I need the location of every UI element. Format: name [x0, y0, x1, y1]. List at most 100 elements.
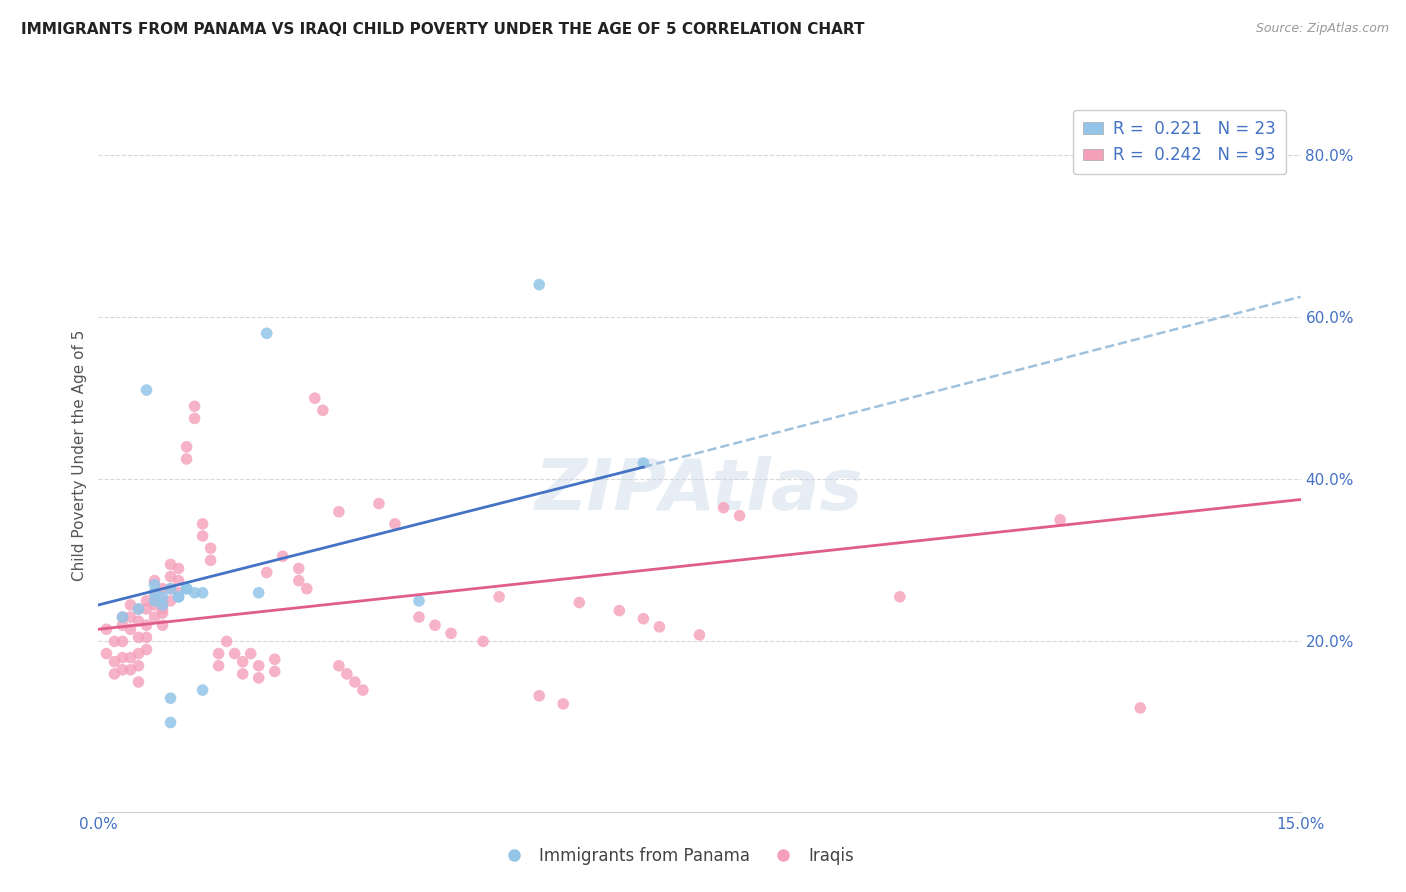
Point [128, 647, 150, 661]
Point [553, 697, 575, 711]
Point [256, 326, 278, 341]
Point [633, 612, 655, 626]
Point [111, 610, 134, 624]
Point [239, 647, 262, 661]
Point [200, 553, 222, 567]
Point [247, 658, 270, 673]
Point [143, 594, 166, 608]
Point [232, 666, 254, 681]
Point [256, 566, 278, 580]
Point [1129, 701, 1152, 715]
Point [488, 590, 510, 604]
Point [472, 634, 495, 648]
Point [96, 622, 118, 636]
Point [111, 634, 134, 648]
Point [689, 628, 711, 642]
Point [143, 610, 166, 624]
Point [143, 586, 166, 600]
Point [128, 602, 150, 616]
Point [159, 582, 181, 596]
Point [247, 671, 270, 685]
Point [408, 594, 430, 608]
Point [304, 391, 326, 405]
Point [143, 598, 166, 612]
Point [120, 610, 142, 624]
Point [167, 590, 190, 604]
Text: Source: ZipAtlas.com: Source: ZipAtlas.com [1256, 22, 1389, 36]
Point [529, 689, 551, 703]
Point [191, 683, 214, 698]
Point [295, 582, 318, 596]
Point [609, 604, 631, 618]
Point [312, 403, 335, 417]
Point [713, 500, 735, 515]
Point [103, 655, 125, 669]
Point [183, 586, 205, 600]
Point [336, 666, 359, 681]
Point [568, 595, 591, 609]
Point [224, 647, 246, 661]
Point [167, 590, 190, 604]
Point [135, 383, 157, 397]
Point [111, 663, 134, 677]
Point [135, 602, 157, 616]
Point [271, 549, 294, 564]
Point [143, 577, 166, 591]
Point [159, 582, 181, 596]
Point [128, 675, 150, 690]
Point [152, 602, 174, 616]
Point [96, 647, 118, 661]
Point [135, 594, 157, 608]
Legend: Immigrants from Panama, Iraqis: Immigrants from Panama, Iraqis [491, 840, 860, 871]
Point [111, 618, 134, 632]
Point [408, 610, 430, 624]
Point [633, 456, 655, 470]
Point [135, 642, 157, 657]
Point [263, 665, 285, 679]
Text: IMMIGRANTS FROM PANAMA VS IRAQI CHILD POVERTY UNDER THE AGE OF 5 CORRELATION CHA: IMMIGRANTS FROM PANAMA VS IRAQI CHILD PO… [21, 22, 865, 37]
Point [167, 586, 190, 600]
Point [120, 598, 142, 612]
Point [128, 614, 150, 628]
Point [167, 561, 190, 575]
Point [120, 650, 142, 665]
Point [135, 618, 157, 632]
Point [111, 610, 134, 624]
Point [208, 647, 231, 661]
Point [159, 715, 181, 730]
Point [208, 658, 231, 673]
Point [128, 602, 150, 616]
Point [152, 606, 174, 620]
Point [143, 574, 166, 588]
Point [440, 626, 463, 640]
Point [120, 622, 142, 636]
Y-axis label: Child Poverty Under the Age of 5: Child Poverty Under the Age of 5 [72, 329, 87, 581]
Point [288, 574, 311, 588]
Point [176, 582, 198, 596]
Point [176, 452, 198, 467]
Point [384, 516, 406, 531]
Point [152, 590, 174, 604]
Point [159, 558, 181, 572]
Point [152, 598, 174, 612]
Point [120, 663, 142, 677]
Point [159, 569, 181, 583]
Point [191, 516, 214, 531]
Point [215, 634, 238, 648]
Point [648, 620, 671, 634]
Point [152, 618, 174, 632]
Point [143, 594, 166, 608]
Point [183, 399, 205, 413]
Point [159, 594, 181, 608]
Point [103, 634, 125, 648]
Point [288, 561, 311, 575]
Text: ZIPAtlas: ZIPAtlas [536, 456, 863, 525]
Point [143, 586, 166, 600]
Point [728, 508, 751, 523]
Point [111, 650, 134, 665]
Point [232, 655, 254, 669]
Point [135, 631, 157, 645]
Point [889, 590, 911, 604]
Point [152, 594, 174, 608]
Point [423, 618, 446, 632]
